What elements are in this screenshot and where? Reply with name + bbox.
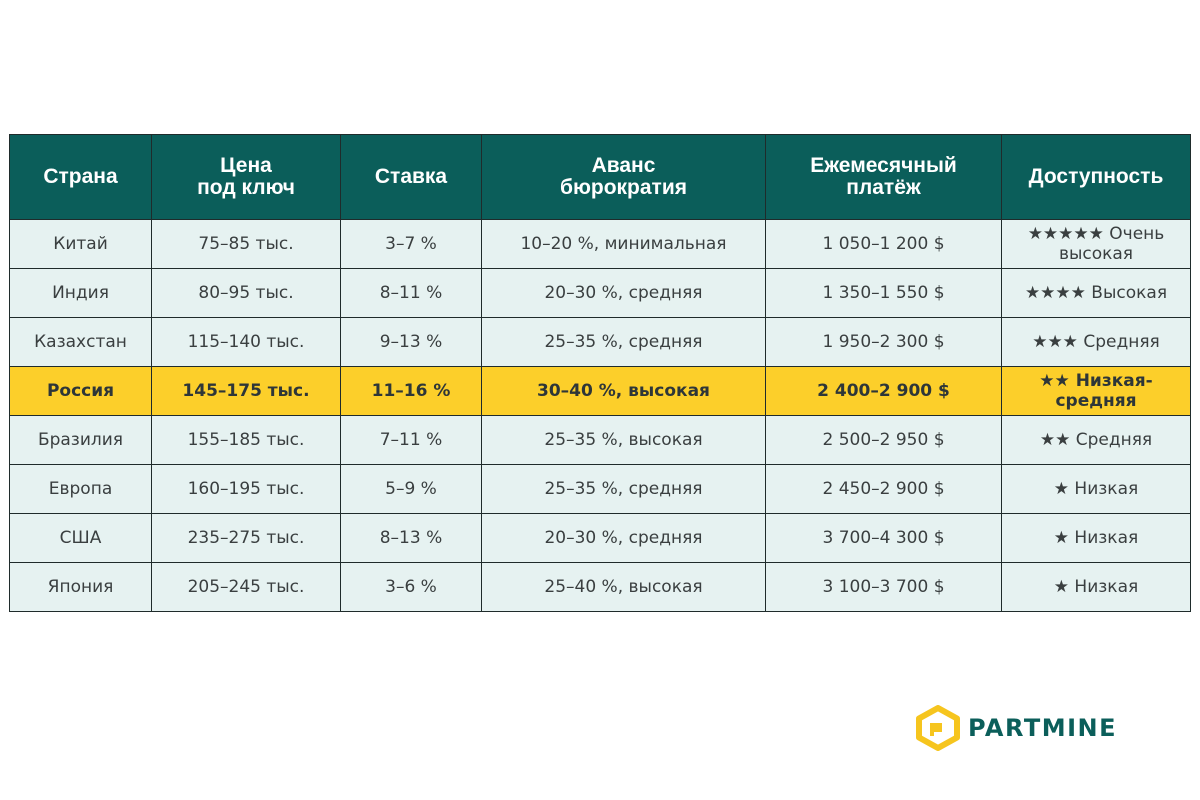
header-price-line-1: Цена <box>220 154 272 177</box>
header-monthly-payment: Ежемесячный платёж <box>765 134 1002 220</box>
cell-country: Бразилия <box>9 415 152 465</box>
header-monthly-payment-line-2: платёж <box>846 176 921 199</box>
table-row: Китай 75–85 тыс. 3–7 % 10–20 %, минималь… <box>9 219 1191 269</box>
cell-price: 145–175 тыс. <box>151 366 341 416</box>
cell-affordability: ★★★★★ Очень высокая <box>1001 219 1191 269</box>
cell-rate: 9–13 % <box>340 317 482 367</box>
cell-affordability: ★★★ Средняя <box>1001 317 1191 367</box>
header-affordability: Доступность <box>1001 134 1191 220</box>
cell-advance: 30–40 %, высокая <box>481 366 766 416</box>
cell-advance: 10–20 %, минимальная <box>481 219 766 269</box>
table-row: Бразилия 155–185 тыс. 7–11 % 25–35 %, вы… <box>9 415 1191 465</box>
cell-monthly-payment: 1 350–1 550 $ <box>765 268 1002 318</box>
header-country: Страна <box>9 134 152 220</box>
cell-monthly-payment: 2 450–2 900 $ <box>765 464 1002 514</box>
cell-rate: 3–7 % <box>340 219 482 269</box>
cell-price: 205–245 тыс. <box>151 562 341 612</box>
cell-price: 235–275 тыс. <box>151 513 341 563</box>
table-row: Казахстан 115–140 тыс. 9–13 % 25–35 %, с… <box>9 317 1191 367</box>
cell-advance: 20–30 %, средняя <box>481 513 766 563</box>
cell-affordability: ★★★★ Высокая <box>1001 268 1191 318</box>
cell-affordability: ★ Низкая <box>1001 464 1191 514</box>
cell-rate: 5–9 % <box>340 464 482 514</box>
cell-advance: 25–35 %, высокая <box>481 415 766 465</box>
cell-rate: 3–6 % <box>340 562 482 612</box>
cell-monthly-payment: 1 050–1 200 $ <box>765 219 1002 269</box>
cell-country: США <box>9 513 152 563</box>
cell-country: Индия <box>9 268 152 318</box>
partmine-logo-text: PARTMINE <box>968 714 1118 742</box>
header-rate: Ставка <box>340 134 482 220</box>
header-price: Цена под ключ <box>151 134 341 220</box>
cell-price: 160–195 тыс. <box>151 464 341 514</box>
comparison-table: Страна Цена под ключ Ставка Аванс бюрократ… <box>9 134 1191 612</box>
header-advance: Аванс бюрократия <box>481 134 766 220</box>
cell-country: Япония <box>9 562 152 612</box>
header-affordability-line-1: Доступность <box>1028 165 1164 188</box>
cell-affordability: ★★ Средняя <box>1001 415 1191 465</box>
cell-monthly-payment: 2 500–2 950 $ <box>765 415 1002 465</box>
table-row: Япония 205–245 тыс. 3–6 % 25–40 %, высок… <box>9 562 1191 612</box>
cell-affordability: ★ Низкая <box>1001 513 1191 563</box>
header-price-line-2: под ключ <box>197 176 295 199</box>
cell-advance: 20–30 %, средняя <box>481 268 766 318</box>
cell-monthly-payment: 3 100–3 700 $ <box>765 562 1002 612</box>
partmine-logo-icon <box>916 705 960 751</box>
cell-monthly-payment: 2 400–2 900 $ <box>765 366 1002 416</box>
cell-price: 155–185 тыс. <box>151 415 341 465</box>
cell-advance: 25–35 %, средняя <box>481 317 766 367</box>
table-row: США 235–275 тыс. 8–13 % 20–30 %, средняя… <box>9 513 1191 563</box>
table-row: Индия 80–95 тыс. 8–11 % 20–30 %, средняя… <box>9 268 1191 318</box>
partmine-logo: PARTMINE <box>916 705 1117 751</box>
cell-monthly-payment: 1 950–2 300 $ <box>765 317 1002 367</box>
cell-affordability: ★★ Низкая-средняя <box>1001 366 1191 416</box>
cell-rate: 8–13 % <box>340 513 482 563</box>
header-advance-line-1: Аванс <box>591 154 656 177</box>
table-row-highlighted: Россия 145–175 тыс. 11–16 % 30–40 %, выс… <box>9 366 1191 416</box>
cell-price: 115–140 тыс. <box>151 317 341 367</box>
cell-rate: 7–11 % <box>340 415 482 465</box>
cell-rate: 8–11 % <box>340 268 482 318</box>
cell-country: Европа <box>9 464 152 514</box>
comparison-table-container: Страна Цена под ключ Ставка Аванс бюрократ… <box>9 134 1191 612</box>
cell-country: Россия <box>9 366 152 416</box>
header-advance-line-2: бюрократия <box>559 176 688 199</box>
cell-rate: 11–16 % <box>340 366 482 416</box>
cell-price: 80–95 тыс. <box>151 268 341 318</box>
cell-affordability: ★ Низкая <box>1001 562 1191 612</box>
cell-monthly-payment: 3 700–4 300 $ <box>765 513 1002 563</box>
cell-country: Казахстан <box>9 317 152 367</box>
cell-country: Китай <box>9 219 152 269</box>
cell-advance: 25–40 %, высокая <box>481 562 766 612</box>
cell-advance: 25–35 %, средняя <box>481 464 766 514</box>
cell-price: 75–85 тыс. <box>151 219 341 269</box>
header-monthly-payment-line-1: Ежемесячный <box>810 154 957 177</box>
table-header-row: Страна Цена под ключ Ставка Аванс бюрократ… <box>9 134 1191 220</box>
header-rate-line-1: Ставка <box>374 165 448 188</box>
table-row: Европа 160–195 тыс. 5–9 % 25–35 %, средн… <box>9 464 1191 514</box>
header-country-line-1: Страна <box>43 165 118 188</box>
